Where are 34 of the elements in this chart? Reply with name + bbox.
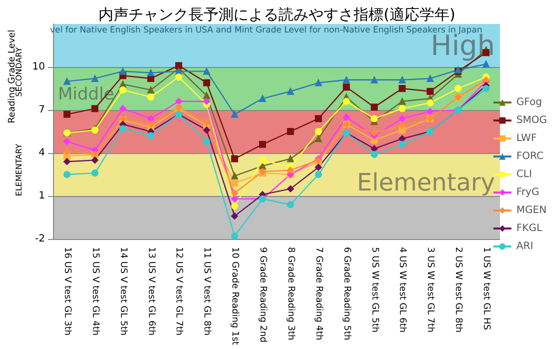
y-tick-label: -2 — [35, 234, 45, 244]
x-tick-label: 1 US W test GL HS — [481, 247, 492, 330]
x-tick-label: 12 US V test GL 7th — [174, 247, 184, 336]
x-tick-label: 3 US W test GL 7th — [425, 247, 436, 332]
legend-label: LWF — [516, 133, 537, 144]
x-tick-label: 2 US W test GL 8th — [453, 247, 464, 332]
text: SECONDARY — [14, 47, 24, 97]
legend-label: SMOG — [516, 115, 548, 126]
y-tick-label: 1 — [38, 190, 45, 202]
legend-label: FKGL — [516, 223, 542, 234]
x-tick-label: 4 US W test GL 6th — [397, 247, 408, 332]
chart-title: 内声チャンク長予測による読みやすさ指標(適応学年) — [98, 6, 456, 24]
x-tick-label: 13 US V test GL 6th — [146, 247, 156, 336]
y-tick-label: 4 — [38, 148, 45, 158]
y-tick-label: 10 — [32, 62, 45, 72]
y-tick-label: 7 — [38, 104, 45, 116]
x-tick-label: 15 US V test GL 4th — [90, 247, 100, 336]
x-tick-label: 9 Grade Reading 2nd — [258, 247, 268, 342]
legend-label: MGEN — [516, 205, 547, 216]
legend-label: GFog — [516, 97, 542, 108]
legend-label: CLI — [516, 169, 532, 180]
x-tick-label: 11 US V test GL 8th — [202, 247, 212, 336]
legend-label: ARI — [516, 241, 534, 252]
x-tick-label: 6 Grade Reading 5th — [341, 247, 352, 340]
x-tick-label: 7 Grade Reading 4th — [313, 247, 324, 340]
text: ELEMENTARY — [14, 144, 24, 196]
legend-label: FORC — [516, 151, 544, 162]
x-tick-label: 16 US V test GL 3th — [62, 247, 72, 336]
band-label: Elementary — [356, 168, 495, 196]
x-tick-label: 5 US W test GL 5th — [369, 247, 380, 332]
x-tick-label: 8 Grade Reading 3th — [285, 247, 296, 340]
x-tick-label: 14 US V test GL 5th — [118, 247, 128, 336]
legend-label: FryG — [516, 187, 540, 198]
x-tick-label: 10 Grade Reading 1st — [230, 247, 240, 346]
